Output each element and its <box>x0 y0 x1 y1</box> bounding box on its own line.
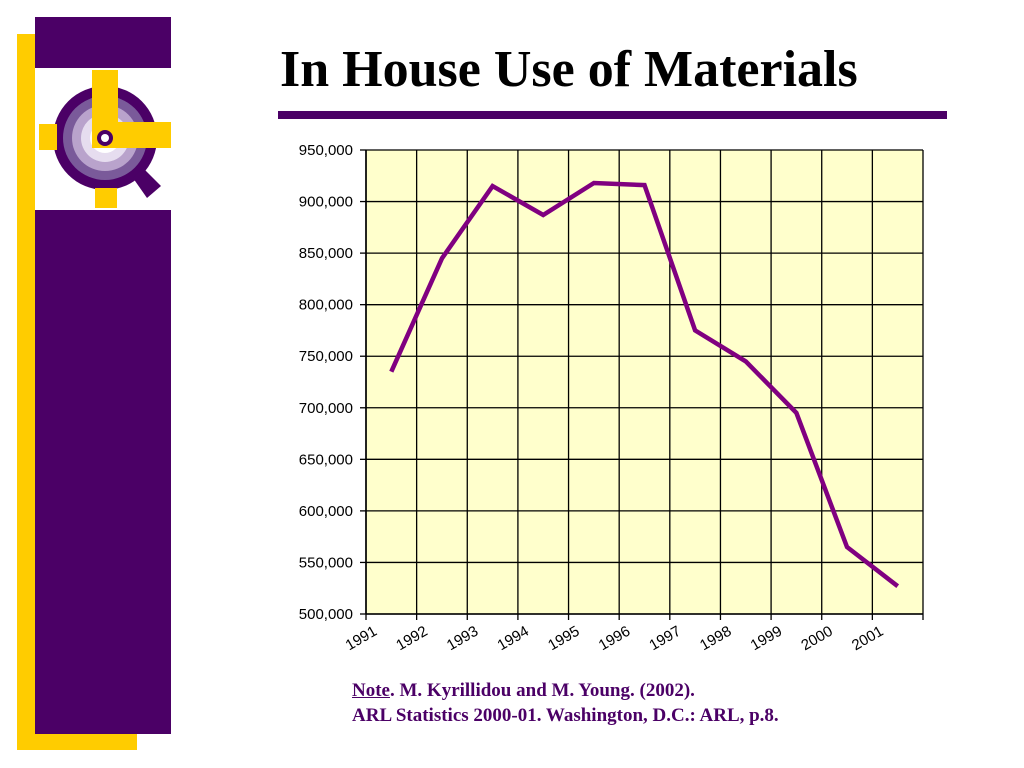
x-tick-label: 2000 <box>798 623 835 654</box>
y-tick-label: 800,000 <box>299 297 353 314</box>
slide-title: In House Use of Materials <box>280 41 858 98</box>
y-tick-label: 900,000 <box>299 194 353 211</box>
y-tick-label: 500,000 <box>299 606 353 623</box>
logo <box>35 68 171 210</box>
series-line <box>389 180 900 588</box>
y-tick-label: 650,000 <box>299 451 353 468</box>
note-citation: . M. Kyrillidou and M. Young. (2002). <box>389 680 695 701</box>
source-note: Note. M. Kyrillidou and M. Young. (2002)… <box>352 678 779 728</box>
x-tick-label: 1996 <box>596 623 633 654</box>
y-tick-label: 600,000 <box>299 503 353 520</box>
note-line-2: ARL Statistics 2000-01. Washington, D.C.… <box>352 705 779 726</box>
y-tick-label: 950,000 <box>299 142 353 159</box>
x-tick-label: 1994 <box>495 623 532 654</box>
y-tick-labels: 500,000 550,000 600,000 650,000 700,000 750,0… <box>299 142 353 623</box>
x-tick-label: 1992 <box>393 623 430 654</box>
y-tick-label: 850,000 <box>299 245 353 262</box>
title-underline <box>278 111 947 119</box>
x-tick-label: 1991 <box>343 623 380 654</box>
y-tick-label: 700,000 <box>299 400 353 417</box>
x-tick-label: 1998 <box>697 623 734 654</box>
x-tick-label: 1995 <box>545 623 582 654</box>
y-tick-label: 550,000 <box>299 554 353 571</box>
note-line-1: Note. M. Kyrillidou and M. Young. (2002)… <box>352 678 779 703</box>
note-label: Note <box>352 680 390 701</box>
plot-area <box>366 150 923 614</box>
x-tick-label: 1997 <box>646 623 683 654</box>
clock-gear-logo-icon <box>39 70 171 208</box>
x-tick-label: 1993 <box>444 623 481 654</box>
axes <box>360 149 924 620</box>
x-tick-label: 1999 <box>748 623 785 654</box>
x-tick-labels: 1991 1992 1993 1994 1995 1996 1997 1998 1999 2000… <box>343 623 887 654</box>
y-tick-label: 750,000 <box>299 348 353 365</box>
x-tick-label: 2001 <box>849 623 886 654</box>
line-chart: 500,000 550,000 600,000 650,000 700,000 750,0… <box>299 142 924 654</box>
